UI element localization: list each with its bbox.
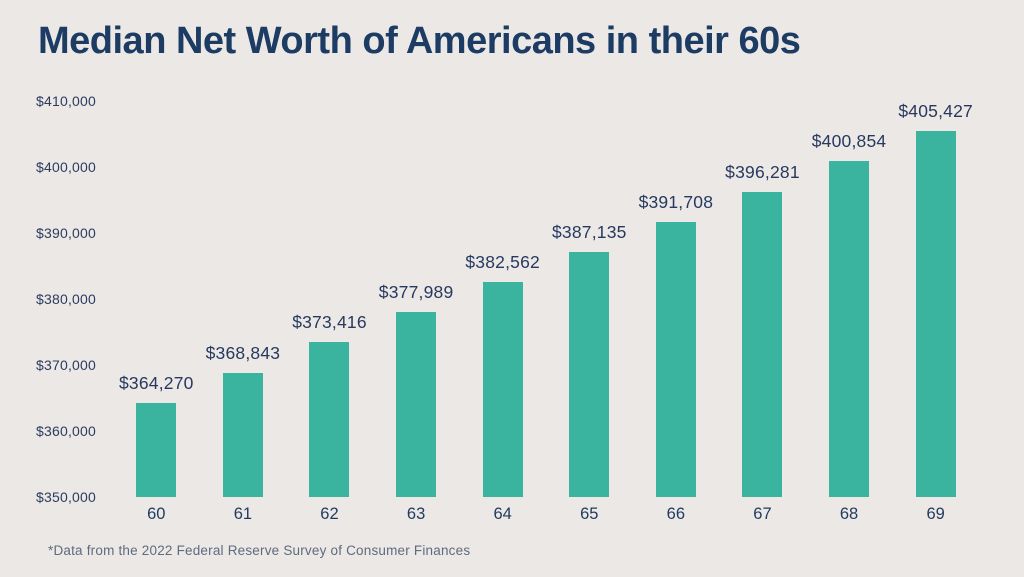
bar-group: $364,270 [113,101,200,497]
bar-value-label: $382,562 [465,252,540,273]
x-tick-label: 65 [580,505,599,523]
bar-group: $382,562 [459,101,546,497]
x-tick-label: 60 [147,505,166,523]
bar [829,161,870,497]
x-tick-label: 62 [320,505,339,523]
bar-value-label: $373,416 [292,312,367,333]
bar-value-label: $396,281 [725,161,800,182]
bar-group: $400,854 [806,101,893,497]
bar-group: $405,427 [892,101,979,497]
bar-group: $368,843 [200,101,287,497]
footnote: *Data from the 2022 Federal Reserve Surv… [48,543,471,558]
plot-area: $364,270 $368,843 $373,416 $377,989 $382,562… [113,101,979,497]
x-tick-label: 66 [666,505,686,523]
x-tick-label: 67 [753,505,772,523]
y-tick-label: $410,000 [36,93,96,109]
bar [655,221,696,497]
y-tick-label: $390,000 [36,225,96,241]
bar [569,251,610,497]
bar [396,312,437,497]
bar-value-label: $368,843 [205,342,281,363]
y-axis: $350,000 $360,000 $370,000 $380,000 $390,000… [0,0,110,577]
bar [742,191,783,497]
bar-value-label: $387,135 [551,221,627,242]
bar-value-label: $364,270 [119,372,194,393]
y-tick-label: $380,000 [36,291,96,307]
chart-title: Median Net Worth of Americans in their 6… [38,20,801,62]
bar-value-label: $377,989 [378,282,454,303]
bar-value-label: $400,854 [811,131,887,152]
bar-value-label: $405,427 [898,101,973,122]
bar [309,342,350,497]
y-tick-label: $370,000 [36,357,96,373]
bar-group: $391,708 [633,101,720,497]
x-tick-label: 61 [233,505,253,523]
bar-group: $373,416 [286,101,373,497]
x-tick-label: 68 [839,505,859,523]
x-tick-label: 69 [926,505,945,523]
x-tick-label: 63 [406,505,426,523]
y-tick-label: $400,000 [36,159,96,175]
bar [136,402,177,497]
bar [915,131,956,497]
bar-group: $387,135 [546,101,633,497]
y-tick-label: $360,000 [36,423,96,439]
x-tick-label: 64 [493,505,512,523]
bar [222,372,263,497]
y-tick-label: $350,000 [36,489,96,505]
bar-value-label: $391,708 [638,191,714,212]
bar-group: $396,281 [719,101,806,497]
bar-group: $377,989 [373,101,460,497]
bar [482,282,523,497]
x-axis: 60 61 62 63 64 65 66 67 68 69 [113,505,979,524]
